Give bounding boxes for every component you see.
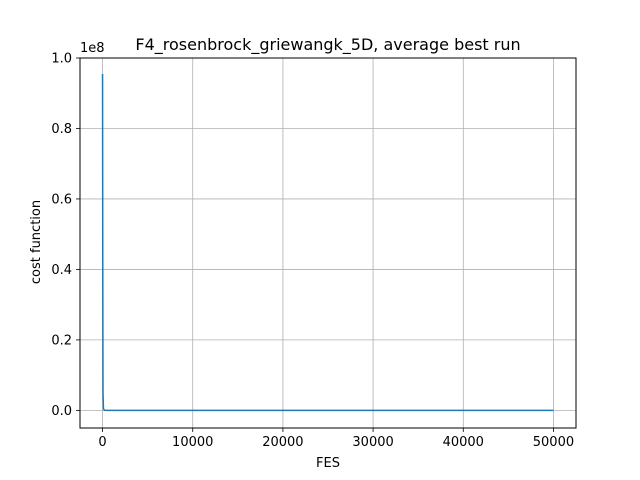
series-line (101, 73, 554, 412)
plot-frame (79, 57, 577, 429)
y-tick-label: 0.6 (51, 192, 72, 207)
y-tick-label: 0.8 (51, 122, 72, 137)
x-tick-label: 0 (98, 435, 106, 450)
x-tick-label: 50000 (533, 435, 574, 450)
y-tick-label: 0.4 (51, 263, 72, 278)
y-tick-label: 0.0 (51, 404, 72, 419)
y-tick-label: 0.2 (51, 333, 72, 348)
x-axis-title: FES (316, 456, 340, 471)
y-tick-label: 1.0 (51, 52, 72, 67)
y-offset-text: 1e8 (80, 41, 105, 56)
chart-title: F4_rosenbrock_griewangk_5D, average best… (135, 35, 520, 55)
y-axis-title: cost function (29, 200, 44, 284)
series-layer (101, 73, 554, 412)
ticks: 0 10000 20000 30000 40000 50000 0.0 0.2 0.4 0.6 0.… (51, 52, 574, 451)
x-tick-label: 30000 (352, 435, 393, 450)
x-tick-label: 40000 (443, 435, 484, 450)
x-tick-label: 10000 (172, 435, 213, 450)
x-tick-label: 20000 (262, 435, 303, 450)
